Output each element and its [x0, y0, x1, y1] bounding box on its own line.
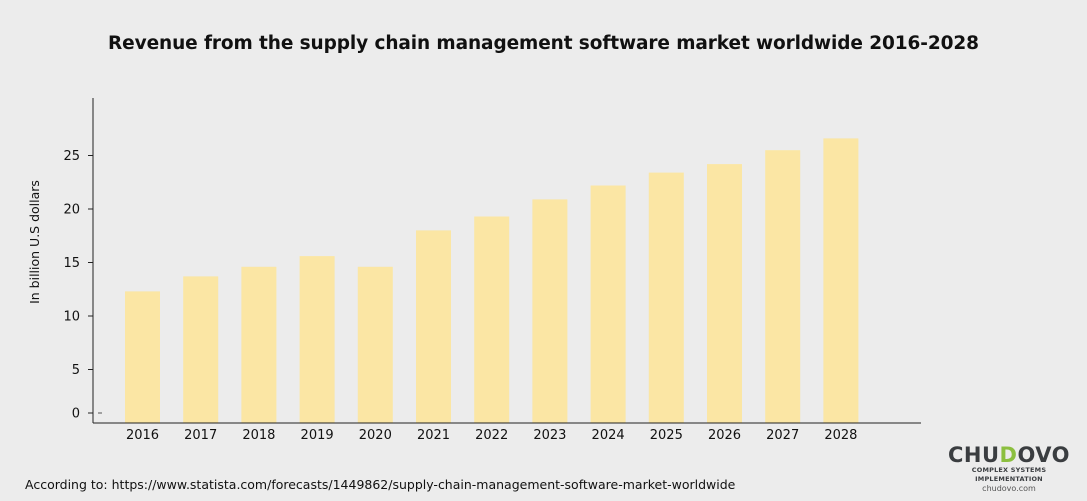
x-tick-label-2021: 2021 — [417, 428, 450, 443]
x-tick-label-2028: 2028 — [824, 428, 857, 443]
x-tick-label-2025: 2025 — [650, 428, 683, 443]
y-tick-label-5: 5 — [72, 363, 80, 378]
bar-2019 — [299, 256, 335, 423]
x-tick-label-2018: 2018 — [242, 428, 275, 443]
bar-2027 — [765, 150, 801, 423]
source-note: According to: https://www.statista.com/f… — [25, 477, 736, 492]
brand-name-part2: OVO — [1017, 443, 1070, 467]
bar-2020 — [357, 266, 393, 423]
chart-title: Revenue from the supply chain management… — [108, 33, 979, 54]
x-tick-label-2026: 2026 — [708, 428, 741, 443]
bars-layer — [125, 138, 859, 423]
bar-2018 — [241, 266, 277, 423]
y-axis-label: In billion U.S dollars — [27, 180, 42, 304]
brand-name-accent: D — [999, 443, 1018, 467]
y-tick-label-15: 15 — [63, 256, 80, 271]
brand-tagline: COMPLEX SYSTEMS IMPLEMENTATION — [971, 466, 1047, 483]
y-tick-labels: 0 5 10 15 20 25 — [63, 149, 102, 422]
brand-name: CHUDOVO — [940, 444, 1078, 466]
bar-2025 — [648, 172, 684, 423]
bar-2022 — [474, 216, 510, 423]
x-tick-label-2022: 2022 — [475, 428, 508, 443]
y-tick-label-0: 0 — [72, 407, 80, 422]
y-tick-label-20: 20 — [63, 203, 80, 218]
x-tick-label-2027: 2027 — [766, 428, 799, 443]
axes-layer — [92, 98, 921, 424]
bar-2017 — [183, 276, 219, 423]
bar-2023 — [532, 199, 568, 423]
brand-name-part1: CHU — [947, 443, 1000, 467]
x-tick-label-2019: 2019 — [301, 428, 334, 443]
x-tick-label-2020: 2020 — [359, 428, 392, 443]
y-tick-label-10: 10 — [63, 310, 80, 325]
bar-2028 — [823, 138, 859, 423]
bar-2021 — [416, 230, 451, 423]
x-tick-label-2017: 2017 — [184, 428, 217, 443]
x-tick-label-2023: 2023 — [533, 428, 566, 443]
bar-2016 — [125, 291, 160, 423]
brand-url: chudovo.com — [982, 484, 1036, 493]
x-tick-label-2024: 2024 — [592, 428, 625, 443]
x-tick-label-2016: 2016 — [126, 428, 159, 443]
y-tick-label-25: 25 — [63, 149, 80, 164]
x-tick-labels: 2016 2017 2018 2019 2020 2021 2022 2023 2024 2025… — [126, 428, 857, 443]
bar-2024 — [590, 185, 626, 423]
brand-logo: CHUDOVO COMPLEX SYSTEMS IMPLEMENTATION c… — [940, 444, 1078, 494]
bar-2026 — [707, 164, 742, 423]
